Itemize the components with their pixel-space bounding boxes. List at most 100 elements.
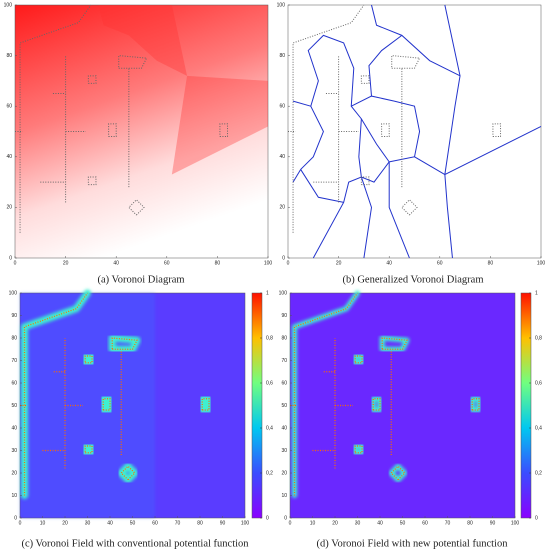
voronoi-edge xyxy=(312,161,390,259)
colorbar-tick-label: 0 xyxy=(535,515,538,521)
obstacle xyxy=(102,398,111,411)
y-tick-label: 60 xyxy=(279,104,285,110)
x-tick-label: 100 xyxy=(537,260,546,266)
obstacle xyxy=(87,75,97,84)
x-tick-label: 0 xyxy=(14,260,17,266)
obstacle xyxy=(372,398,381,411)
voronoi-edge xyxy=(388,161,410,259)
obstacle-glow xyxy=(99,395,114,414)
obstacle-glow xyxy=(81,352,96,367)
y-tick-label: 0 xyxy=(9,255,12,261)
obstacle xyxy=(293,292,358,496)
obstacle xyxy=(219,123,229,138)
caption: (d) Voronoi Field with new potential fun… xyxy=(317,538,509,549)
voronoi-cell xyxy=(90,5,188,76)
panel: 0 10 20 30 40 50 60 70 80 90 100010203040506070809… xyxy=(279,290,543,549)
y-tick-label: 20 xyxy=(6,205,12,211)
voronoi-edge xyxy=(292,100,311,107)
obstacle xyxy=(201,398,210,411)
y-tick-label: 60 xyxy=(6,104,12,110)
caption: (c) Voronoi Field with conventional pote… xyxy=(21,538,249,549)
caption: (a) Voronoi Diagram xyxy=(97,274,184,285)
y-tick-label: 60 xyxy=(11,380,17,386)
x-tick-label: 10 xyxy=(310,520,316,526)
y-tick-label: 80 xyxy=(281,335,287,341)
x-tick-label: 90 xyxy=(490,520,496,526)
voronoi-edge xyxy=(360,118,390,163)
obstacle-glow xyxy=(81,442,96,457)
y-tick-label: 60 xyxy=(281,380,287,386)
x-tick-label: 20 xyxy=(336,260,342,266)
y-tick-label: 30 xyxy=(11,448,17,454)
y-tick-label: 40 xyxy=(281,425,287,431)
x-tick-label: 10 xyxy=(40,520,46,526)
voronoi-edge xyxy=(351,95,421,157)
x-tick-label: 100 xyxy=(511,520,520,526)
voronoi-edge xyxy=(444,125,542,259)
x-tick-label: 50 xyxy=(400,520,406,526)
colorbar xyxy=(251,292,263,519)
x-tick-label: 70 xyxy=(445,520,451,526)
x-tick-label: 0 xyxy=(287,260,290,266)
y-tick-label: 0 xyxy=(282,255,285,261)
colorbar-tick-label: 0,4 xyxy=(266,425,273,431)
panel: 0 10 20 30 40 50 60 70 80 90 100010203040506070809… xyxy=(9,289,273,549)
x-tick-label: 20 xyxy=(63,260,69,266)
obstacle xyxy=(381,337,408,350)
voronoi-edge xyxy=(368,34,403,97)
obstacle xyxy=(471,398,480,411)
x-tick-label: 20 xyxy=(62,520,68,526)
x-tick-label: 40 xyxy=(377,520,383,526)
obstacle xyxy=(118,55,148,69)
voronoi-cell xyxy=(171,75,268,175)
x-tick-label: 90 xyxy=(220,520,226,526)
y-tick-label: 100 xyxy=(279,290,288,296)
panel: 0 20 40 60 80 100 0 20 40 60 80 100 (b) Generalized … xyxy=(277,2,546,285)
x-tick-label: 40 xyxy=(113,260,119,266)
obstacle-glow xyxy=(117,462,139,484)
obstacle xyxy=(292,4,365,233)
y-tick-label: 0 xyxy=(284,515,287,521)
obstacle xyxy=(19,4,92,233)
colorbar-tick-label: 0,8 xyxy=(266,335,273,341)
obstacle xyxy=(87,176,97,186)
y-tick-label: 50 xyxy=(281,403,287,409)
y-tick-label: 20 xyxy=(11,470,17,476)
obstacle xyxy=(354,445,363,454)
obstacle xyxy=(128,199,145,216)
y-tick-label: 90 xyxy=(11,313,17,319)
obstacle xyxy=(391,55,421,69)
y-tick-label: 100 xyxy=(277,2,286,8)
colorbar xyxy=(520,292,532,519)
obstacle xyxy=(23,292,88,496)
x-tick-label: 100 xyxy=(241,520,250,526)
x-tick-label: 40 xyxy=(107,520,113,526)
obstacle xyxy=(381,123,390,138)
y-tick-label: 50 xyxy=(11,403,17,409)
y-tick-label: 40 xyxy=(279,154,285,160)
x-tick-label: 80 xyxy=(197,520,203,526)
obstacle xyxy=(360,176,370,186)
x-tick-label: 30 xyxy=(355,520,361,526)
x-tick-label: 50 xyxy=(130,520,136,526)
x-tick-label: 0 xyxy=(19,520,22,526)
voronoi-edge xyxy=(300,169,344,203)
voronoi-edge xyxy=(444,4,461,175)
x-tick-label: 80 xyxy=(215,260,221,266)
y-tick-label: 40 xyxy=(11,425,17,431)
obstacle xyxy=(111,337,138,350)
y-tick-label: 80 xyxy=(279,53,285,59)
obstacle xyxy=(492,123,502,138)
colorbar-tick-label: 1 xyxy=(266,290,269,296)
colorbar-tick-label: 0,2 xyxy=(266,470,273,476)
x-tick-label: 80 xyxy=(467,520,473,526)
x-tick-label: 30 xyxy=(85,520,91,526)
obstacle xyxy=(108,123,117,138)
colorbar-tick-label: 0,6 xyxy=(535,380,542,386)
y-tick-label: 40 xyxy=(6,154,12,160)
y-tick-label: 20 xyxy=(279,205,285,211)
x-tick-label: 80 xyxy=(488,260,494,266)
x-tick-label: 60 xyxy=(152,520,158,526)
y-tick-label: 0 xyxy=(14,515,17,521)
panel: 0 20 40 60 80 100 0 20 40 60 80 100 (a) Voronoi Diag… xyxy=(4,2,273,285)
